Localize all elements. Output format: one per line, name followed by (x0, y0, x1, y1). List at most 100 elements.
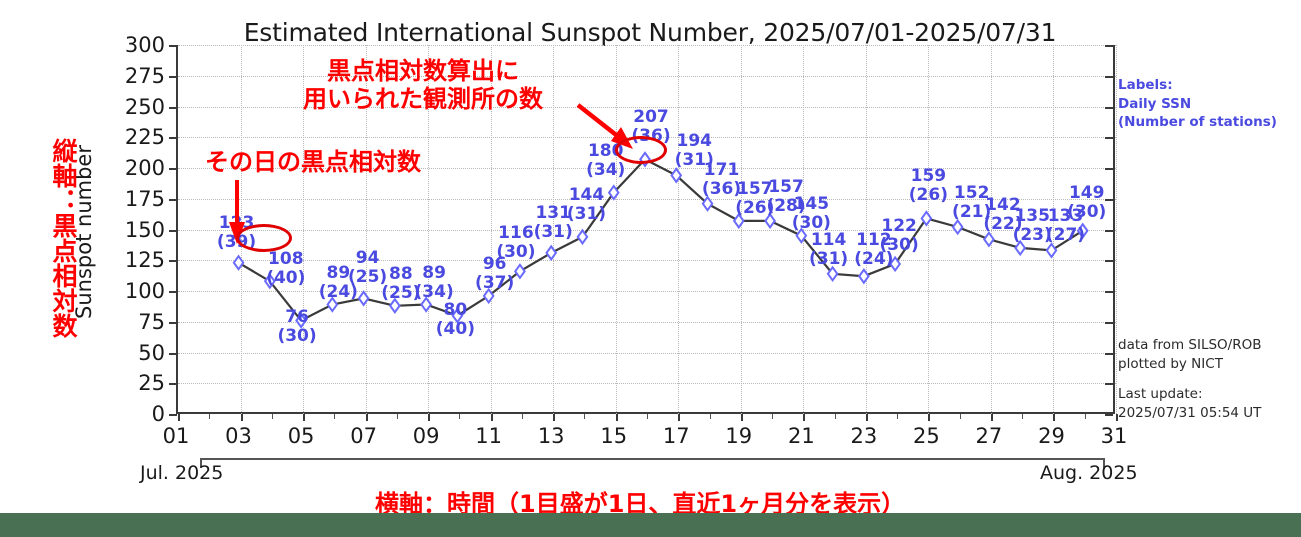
data-point-value-label: 149 (1068, 182, 1105, 203)
gridline-horizontal (178, 352, 1116, 354)
y-axis-tick-label: 200 (124, 156, 165, 180)
y-axis-tick-label: 50 (138, 340, 165, 365)
data-point-value-label: 145 (793, 193, 830, 214)
gridline-horizontal (178, 45, 1116, 46)
x-axis-tick-label: 15 (600, 424, 628, 448)
y-axis-tick-label: 225 (124, 125, 165, 150)
gridline-vertical (928, 45, 930, 414)
y-axis-tick (169, 321, 177, 324)
x-axis-tick (271, 414, 273, 419)
annotation-stations-line1: 黒点相対数算出に (327, 57, 519, 85)
x-axis-tick-label: 25 (913, 424, 940, 448)
y-axis-tick (169, 106, 177, 109)
data-point-value-label: 88 (389, 263, 413, 284)
x-axis-tick-label: 09 (412, 424, 440, 448)
y-axis-tick (169, 414, 177, 416)
data-point-value-label: 112 (856, 230, 892, 251)
side-source-line1: data from SILSO/ROB (1118, 337, 1262, 353)
data-point-stations-label: (27) (1045, 225, 1086, 246)
gridline-vertical (615, 45, 617, 414)
data-point-value-label: 116 (498, 223, 534, 244)
x-axis-tick (334, 414, 336, 419)
data-point-stations-label: (25) (347, 267, 388, 288)
side-labels-line2: (Number of stations) (1118, 114, 1277, 131)
data-point-stations-label: (22) (983, 214, 1023, 235)
x-axis-tick (1022, 414, 1024, 419)
data-point-stations-label: (30) (1067, 201, 1107, 222)
data-point-stations-label: (31) (566, 203, 607, 224)
gridline-horizontal (178, 321, 1116, 323)
gridline-horizontal (178, 106, 1116, 108)
data-point-value-label: 96 (482, 253, 507, 274)
x-axis-tick (834, 414, 836, 419)
right-axis-spine (1113, 45, 1115, 414)
y-axis-tick-label: 0 (151, 402, 165, 426)
side-labels-heading: Labels: (1118, 77, 1173, 93)
x-axis-tick (553, 414, 556, 421)
highlight-circle-first-point (236, 224, 292, 252)
y-axis-tick-label: 250 (124, 94, 165, 119)
y-axis-tick-right (1105, 198, 1113, 201)
data-point-stations-label: (26) (735, 197, 775, 218)
data-point-value-label: 152 (953, 183, 990, 204)
y-axis-tick (169, 75, 177, 78)
x-axis-tick (1116, 414, 1118, 421)
data-point-stations-label: (23) (1012, 224, 1052, 245)
x-axis-tick-label: 01 (162, 424, 190, 448)
x-axis-tick (709, 414, 711, 419)
x-axis-tick (521, 414, 523, 419)
x-axis-tick (1053, 414, 1056, 421)
x-axis-tick (584, 414, 586, 419)
x-axis-tick (490, 414, 493, 421)
x-axis-tick-label: 23 (850, 424, 878, 448)
y-axis-tick-label: 175 (124, 186, 165, 211)
side-update-value: 2025/07/31 05:54 UT (1118, 404, 1262, 421)
y-axis-tick-right (1105, 168, 1113, 170)
y-axis-tick (169, 229, 177, 232)
y-axis-tick-label: 25 (138, 371, 165, 396)
y-axis-tick (169, 383, 177, 386)
x-axis-tick-label: 13 (537, 424, 565, 448)
y-axis-tick-label: 275 (124, 63, 165, 88)
data-point-stations-label: (37) (475, 272, 515, 293)
data-point-value-label: 89 (326, 262, 351, 283)
x-axis-tick-label: 03 (225, 424, 252, 448)
y-axis-tick-label: 150 (124, 217, 165, 242)
data-point-stations-label: (30) (879, 234, 919, 255)
data-point-stations-label: (34) (586, 159, 626, 180)
data-point-stations-label: (36) (701, 178, 742, 199)
annotation-stations-note: 黒点相対数算出に 用いられた観測所の数 (303, 57, 543, 114)
x-axis-tick (928, 414, 931, 421)
y-axis-tick (169, 291, 177, 293)
x-axis-tick (240, 414, 243, 421)
data-point-value-label: 133 (1047, 206, 1084, 227)
x-axis-tick (396, 414, 398, 419)
data-point-stations-label: (30) (496, 242, 536, 263)
y-axis-tick-right (1105, 106, 1113, 109)
annotation-daily-ssn-note: その日の黒点相対数 (205, 148, 421, 176)
data-point-value-label: 159 (910, 166, 947, 187)
x-axis-tick-label: 07 (350, 424, 377, 448)
month-range-bracket (200, 458, 1105, 468)
y-axis-tick (169, 198, 177, 201)
data-point-stations-label: (31) (808, 248, 849, 269)
y-axis-tick (169, 45, 177, 47)
x-axis-tick (647, 414, 648, 419)
x-axis-tick (428, 414, 431, 421)
data-point-stations-label: (34) (414, 281, 454, 302)
y-axis-tick-label: 100 (124, 279, 165, 303)
data-point-value-label: 76 (285, 306, 309, 327)
x-axis-tick (959, 414, 961, 419)
data-point-value-label: 122 (881, 215, 917, 236)
data-point-value-label: 171 (703, 159, 740, 180)
x-axis-tick (803, 414, 806, 421)
data-point-stations-label: (24) (318, 281, 358, 302)
x-axis-tick-label: 21 (787, 424, 815, 448)
y-axis-tick-right (1105, 321, 1113, 324)
y-axis-tick-right (1105, 260, 1113, 263)
side-panel-source: data from SILSO/ROB plotted by NICT (1118, 336, 1262, 373)
x-axis-tick-label: 29 (1038, 424, 1065, 448)
data-point-value-label: 157 (737, 178, 773, 199)
x-axis-tick (865, 414, 868, 421)
